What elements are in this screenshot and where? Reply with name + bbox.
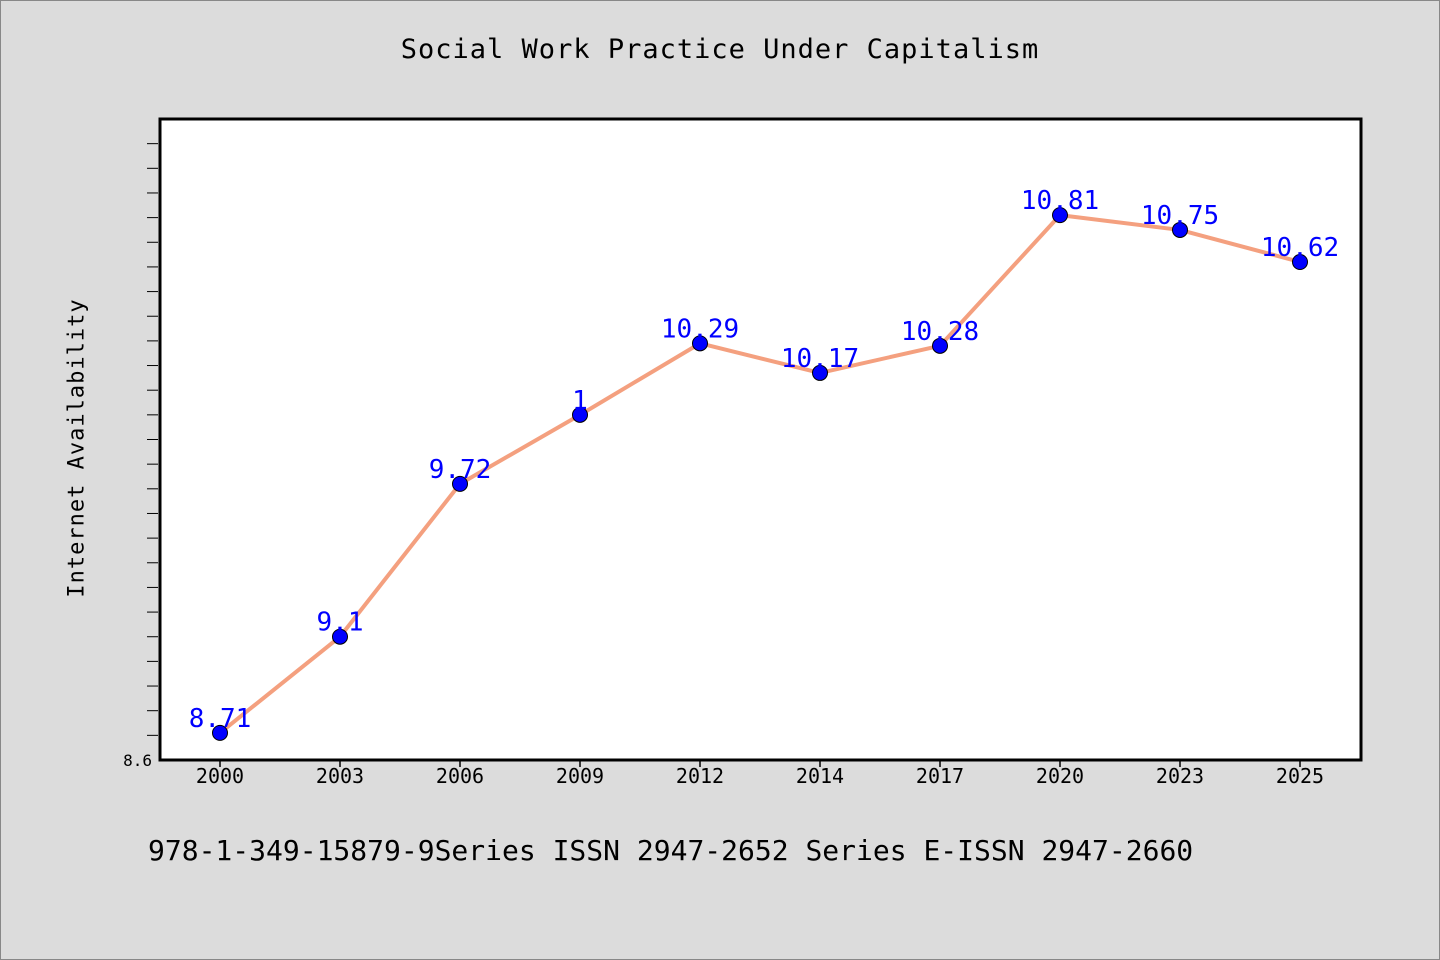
x-tick-label: 2012 <box>676 764 724 788</box>
series-line <box>218 213 1301 735</box>
x-tick-label: 2014 <box>796 764 844 788</box>
data-point-marker <box>452 475 468 492</box>
data-point-marker <box>1052 207 1068 224</box>
data-point-marker <box>212 724 228 741</box>
data-label: 10.28 <box>901 317 979 347</box>
data-point-marker <box>332 628 348 645</box>
x-tick-label: 2020 <box>1036 764 1084 788</box>
series-line-group <box>218 213 1301 735</box>
y-axis-ticks: 8.6 <box>123 143 158 770</box>
x-tick-label: 2009 <box>556 764 604 788</box>
data-label: 10.75 <box>1141 201 1219 231</box>
chart-title: Social Work Practice Under Capitalism <box>400 34 1040 65</box>
footer-isbn-issn-text: 978-1-349-15879-9Series ISSN 2947-2652 S… <box>148 834 1194 867</box>
data-point-marker <box>812 364 828 381</box>
data-label: 10.62 <box>1261 233 1339 263</box>
x-tick-label: 2023 <box>1156 764 1204 788</box>
y-tick-label: 8.6 <box>123 751 152 770</box>
data-markers <box>212 207 1308 741</box>
data-point-marker <box>572 406 588 423</box>
data-point-marker <box>1172 221 1188 238</box>
data-label: 10.81 <box>1021 186 1099 216</box>
data-label: 10.29 <box>661 314 739 344</box>
data-point-marker <box>692 335 708 352</box>
x-tick-label: 2025 <box>1276 764 1324 788</box>
data-labels: 8.71 9.1 9.72 1 10.29 10.17 10.28 10.81 10.75 10.… <box>189 186 1339 734</box>
data-label: 9.1 <box>317 608 364 638</box>
x-tick-label: 2006 <box>436 764 484 788</box>
data-label: 8.71 <box>189 704 252 734</box>
x-tick-label: 2017 <box>916 764 964 788</box>
data-point-marker <box>932 337 948 354</box>
data-label: 1 <box>572 386 588 416</box>
data-label: 10.17 <box>781 344 859 374</box>
data-label: 9.72 <box>429 455 492 485</box>
data-point-marker <box>1292 253 1308 270</box>
x-tick-label: 2000 <box>196 764 244 788</box>
x-tick-label: 2003 <box>316 764 364 788</box>
x-axis-ticks: 2000 2003 2006 2009 2012 2014 2017 2020 2023 2025 <box>196 761 1324 788</box>
